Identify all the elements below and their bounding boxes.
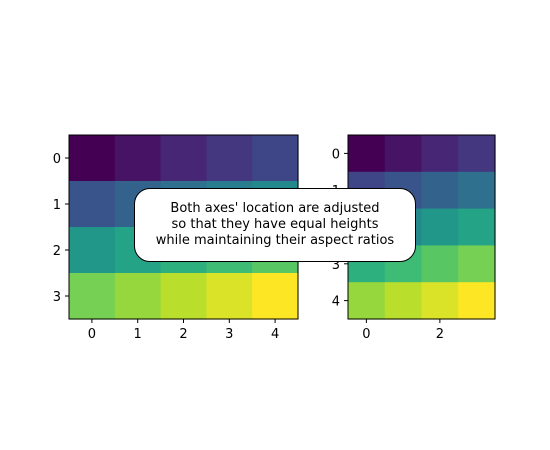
heatmap-cell: [69, 181, 116, 228]
heatmap-cell: [252, 273, 299, 320]
x-tick-label: 2: [179, 327, 187, 342]
y-tick-label: 4: [332, 295, 340, 310]
heatmap-cell: [421, 282, 459, 320]
annotation-line-1: Both axes' location are adjusted: [170, 201, 380, 216]
heatmap-cell: [114, 273, 162, 320]
x-tick-label: 0: [362, 327, 370, 342]
heatmap-cell: [69, 273, 116, 320]
y-tick-label: 0: [53, 152, 61, 167]
x-tick-label: 2: [436, 327, 444, 342]
heatmap-cell: [384, 282, 423, 320]
heatmap-cell: [69, 135, 116, 182]
y-tick-label: 0: [332, 147, 340, 162]
annotation-line-2: so that they have equal heights: [171, 217, 379, 232]
annotation-line-3: while maintaining their aspect ratios: [155, 233, 395, 248]
x-tick-label: 1: [134, 327, 142, 342]
heatmap-cell: [458, 135, 496, 173]
heatmap-cell: [160, 135, 207, 182]
heatmap-cell: [252, 135, 299, 182]
y-tick-label: 3: [53, 290, 61, 305]
x-tick-label: 0: [88, 327, 96, 342]
heatmap-cell: [348, 282, 386, 320]
x-tick-label: 4: [271, 327, 279, 342]
y-tick-label: 2: [53, 244, 61, 259]
heatmap-cell: [206, 273, 253, 320]
heatmap-cell: [458, 171, 496, 210]
heatmap-cell: [458, 245, 496, 283]
heatmap-cell: [458, 208, 496, 246]
heatmap-cell: [421, 135, 459, 173]
y-tick-label: 1: [53, 198, 61, 213]
annotation-box: Both axes' location are adjusted so that…: [134, 188, 416, 262]
heatmap-cell: [421, 171, 459, 210]
heatmap-cell: [114, 135, 162, 182]
heatmap-cell: [160, 273, 207, 320]
heatmap-cell: [421, 245, 459, 283]
heatmap-cell: [384, 135, 423, 173]
heatmap-cell: [458, 282, 496, 320]
heatmap-cell: [206, 135, 253, 182]
y-tick-label: 3: [332, 258, 340, 273]
heatmap-cell: [69, 227, 116, 274]
x-tick-label: 3: [225, 327, 233, 342]
heatmap-cell: [421, 208, 459, 246]
heatmap-cell: [348, 135, 386, 173]
